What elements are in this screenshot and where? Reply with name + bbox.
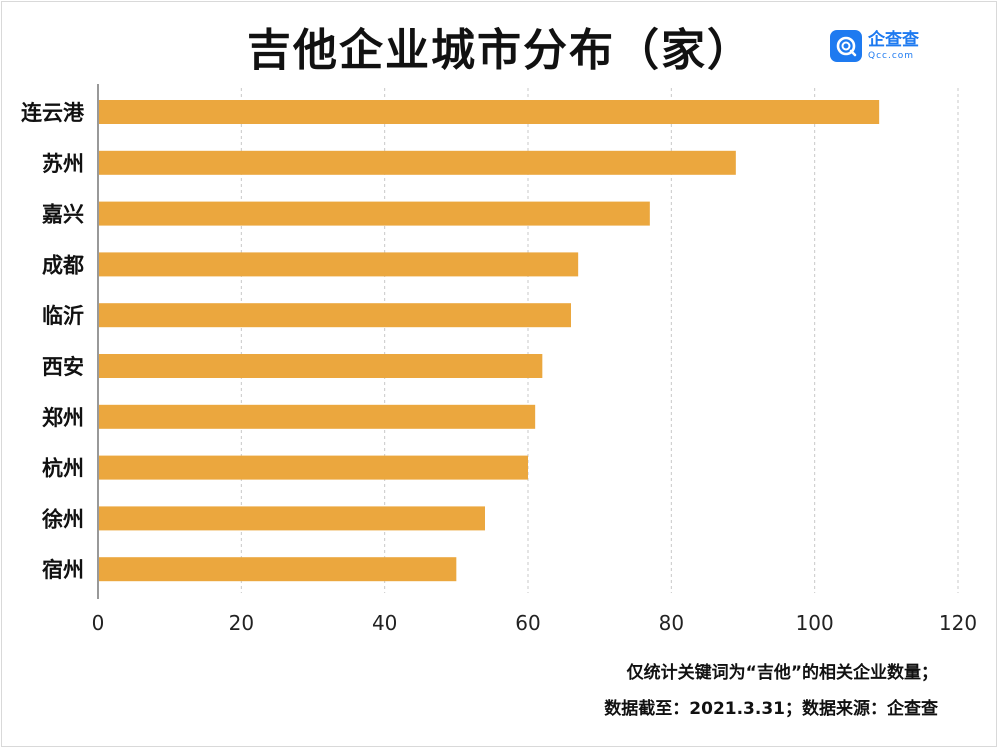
x-tick-label: 80 [659, 611, 684, 635]
bar-西安 [99, 354, 543, 378]
category-label: 临沂 [42, 304, 84, 328]
qcc-logo-icon [830, 30, 862, 62]
x-tick-label: 0 [92, 611, 105, 635]
x-tick-label: 100 [796, 611, 834, 635]
category-label: 徐州 [41, 507, 84, 531]
brand-name: 企查查 [868, 29, 919, 50]
x-tick-label: 20 [229, 611, 254, 635]
bar-嘉兴 [99, 201, 650, 226]
x-tick-label: 60 [515, 611, 540, 635]
category-label: 郑州 [42, 406, 84, 430]
footnote-source: 数据截至：2021.3.31；数据来源：企查查 [604, 699, 938, 719]
category-label: 成都 [42, 253, 84, 277]
footnote-scope: 仅统计关键词为“吉他”的相关企业数量； [626, 663, 938, 683]
x-tick-label: 120 [939, 611, 977, 635]
bar-成都 [99, 252, 579, 277]
category-label: 苏州 [42, 152, 84, 176]
bar-连云港 [99, 100, 880, 124]
bar-苏州 [99, 150, 736, 175]
brand-logo-group: 企查查 Qcc.com [830, 28, 919, 64]
bar-杭州 [99, 455, 528, 480]
bar-临沂 [99, 303, 571, 328]
category-label: 宿州 [42, 558, 84, 582]
bar-宿州 [99, 557, 457, 582]
category-label: 杭州 [42, 457, 84, 481]
chart-title: 吉他企业城市分布（家） [247, 25, 753, 76]
category-label: 嘉兴 [42, 203, 84, 227]
category-label: 连云港 [21, 101, 85, 125]
bar-郑州 [99, 404, 536, 429]
bar-徐州 [99, 506, 485, 531]
category-label: 西安 [42, 355, 84, 379]
brand-url: Qcc.com [868, 50, 915, 61]
x-tick-label: 40 [372, 611, 397, 635]
